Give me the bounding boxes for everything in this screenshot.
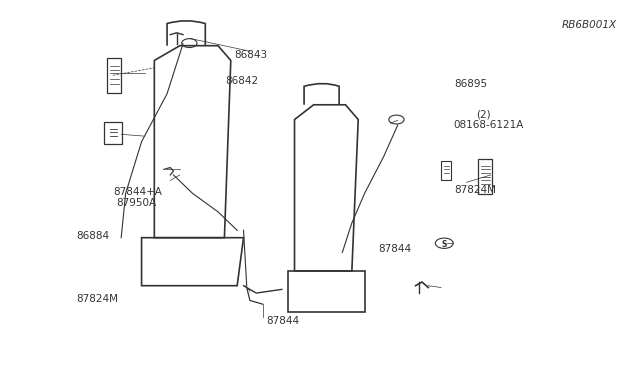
Text: 87844: 87844 <box>266 316 299 326</box>
Text: RB6B001X: RB6B001X <box>562 20 617 31</box>
Text: 87844: 87844 <box>379 244 412 254</box>
Text: 86843: 86843 <box>234 50 267 60</box>
Text: (2): (2) <box>476 109 491 119</box>
Text: 86884: 86884 <box>77 231 109 241</box>
Text: S: S <box>442 240 447 249</box>
Text: 86895: 86895 <box>454 80 487 89</box>
Text: 87824M: 87824M <box>77 294 118 304</box>
Text: 87824M: 87824M <box>454 185 496 195</box>
Text: 08168-6121A: 08168-6121A <box>454 120 524 130</box>
Text: 86842: 86842 <box>226 76 259 86</box>
Text: 87844+A: 87844+A <box>113 186 162 196</box>
Text: 87950A: 87950A <box>116 198 156 208</box>
